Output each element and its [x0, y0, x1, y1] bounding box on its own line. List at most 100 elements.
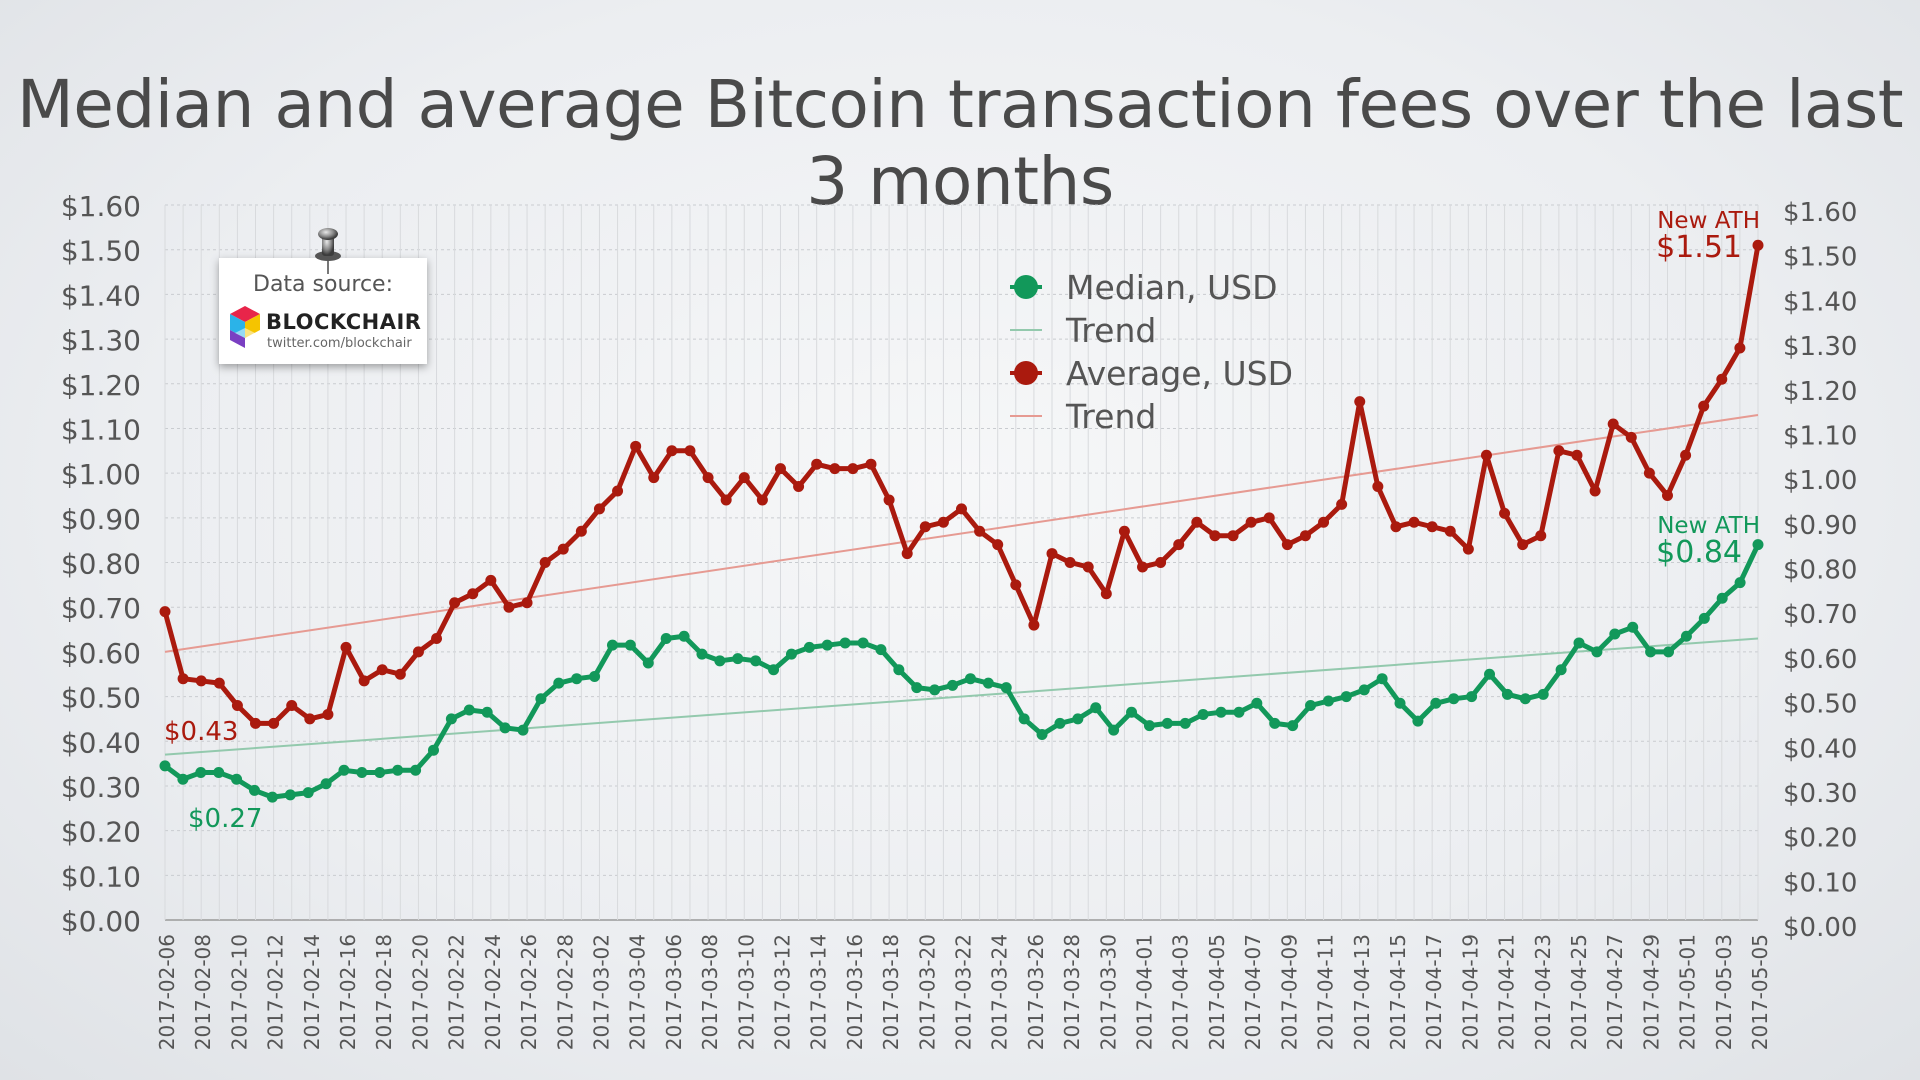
median-data-point[interactable] [893, 664, 905, 676]
median-data-point[interactable] [857, 637, 869, 649]
median-data-point[interactable] [839, 637, 851, 649]
average-data-point[interactable] [1589, 485, 1601, 497]
median-data-point[interactable] [929, 684, 941, 696]
median-data-point[interactable] [1698, 612, 1710, 624]
average-data-point[interactable] [1553, 445, 1565, 457]
median-data-point[interactable] [195, 767, 207, 779]
median-data-point[interactable] [1573, 637, 1585, 649]
median-data-point[interactable] [1018, 713, 1030, 725]
average-data-point[interactable] [1607, 418, 1619, 430]
average-data-point[interactable] [431, 632, 443, 644]
average-data-point[interactable] [1155, 557, 1167, 568]
average-data-point[interactable] [1118, 525, 1130, 537]
median-data-point[interactable] [911, 682, 923, 694]
median-data-point[interactable] [1090, 702, 1102, 714]
median-data-point[interactable] [1036, 729, 1048, 741]
average-data-point[interactable] [648, 472, 660, 484]
median-data-point[interactable] [1251, 697, 1263, 709]
average-data-point[interactable] [521, 597, 533, 609]
median-data-point[interactable] [1305, 700, 1317, 711]
median-data-point[interactable] [1752, 539, 1764, 551]
median-data-point[interactable] [1322, 695, 1334, 707]
average-data-point[interactable] [1752, 239, 1764, 251]
average-data-point[interactable] [1100, 588, 1112, 600]
median-data-point[interactable] [481, 706, 493, 718]
median-data-point[interactable] [1680, 630, 1692, 642]
average-data-point[interactable] [1408, 516, 1420, 528]
median-data-point[interactable] [732, 653, 744, 665]
median-data-point[interactable] [1126, 706, 1138, 718]
median-data-point[interactable] [1448, 693, 1460, 705]
average-data-point[interactable] [1372, 481, 1384, 493]
average-data-point[interactable] [720, 494, 732, 506]
median-data-point[interactable] [1072, 713, 1084, 725]
average-data-point[interactable] [937, 516, 949, 528]
data-source-card[interactable]: Data source: BLOCKCHAIR twitter.com/bloc… [219, 258, 427, 364]
average-data-point[interactable] [1064, 557, 1076, 568]
average-data-point[interactable] [322, 708, 334, 720]
median-data-point[interactable] [1161, 717, 1173, 729]
average-data-point[interactable] [213, 677, 225, 689]
median-data-point[interactable] [320, 778, 332, 790]
median-data-point[interactable] [1394, 697, 1406, 709]
median-data-point[interactable] [1358, 684, 1370, 696]
median-data-point[interactable] [1734, 577, 1746, 589]
average-data-point[interactable] [449, 597, 461, 609]
median-data-point[interactable] [1430, 697, 1442, 709]
median-data-point[interactable] [642, 657, 654, 669]
average-data-point[interactable] [1517, 539, 1529, 551]
average-data-point[interactable] [666, 445, 678, 457]
median-data-point[interactable] [338, 764, 350, 776]
median-data-point[interactable] [821, 639, 833, 651]
median-data-point[interactable] [964, 673, 976, 685]
average-data-point[interactable] [919, 521, 931, 533]
average-data-point[interactable] [159, 606, 171, 618]
average-data-point[interactable] [974, 525, 986, 537]
median-data-point[interactable] [177, 773, 189, 785]
median-data-point[interactable] [410, 764, 422, 776]
average-data-point[interactable] [358, 675, 370, 687]
median-data-point[interactable] [1376, 673, 1388, 685]
average-data-point[interactable] [1734, 342, 1746, 354]
median-data-point[interactable] [1215, 706, 1227, 718]
average-data-point[interactable] [575, 525, 587, 537]
average-data-point[interactable] [1318, 516, 1330, 528]
median-data-point[interactable] [553, 677, 565, 689]
median-data-point[interactable] [1412, 715, 1424, 727]
average-data-point[interactable] [376, 664, 388, 676]
median-data-point[interactable] [231, 773, 243, 785]
average-data-point[interactable] [539, 557, 551, 568]
average-data-point[interactable] [177, 673, 189, 685]
average-data-point[interactable] [1444, 525, 1456, 537]
average-data-point[interactable] [1716, 373, 1728, 385]
average-data-point[interactable] [1046, 548, 1058, 560]
average-data-point[interactable] [774, 463, 786, 475]
median-data-point[interactable] [1143, 720, 1155, 732]
average-data-point[interactable] [829, 463, 841, 475]
median-data-point[interactable] [714, 655, 726, 667]
average-data-point[interactable] [394, 668, 406, 680]
average-data-point[interactable] [286, 700, 298, 711]
average-data-point[interactable] [1209, 530, 1221, 542]
median-data-point[interactable] [660, 632, 672, 644]
median-data-point[interactable] [356, 767, 368, 779]
average-data-point[interactable] [1643, 467, 1655, 479]
average-data-point[interactable] [1426, 521, 1438, 533]
average-data-point[interactable] [231, 700, 243, 711]
average-data-point[interactable] [195, 675, 207, 687]
median-data-point[interactable] [1627, 621, 1639, 633]
average-data-point[interactable] [1227, 530, 1239, 542]
median-data-point[interactable] [947, 679, 959, 691]
median-data-point[interactable] [785, 648, 797, 660]
average-data-point[interactable] [1462, 543, 1474, 555]
average-data-point[interactable] [901, 548, 913, 560]
average-data-point[interactable] [304, 713, 316, 725]
median-data-point[interactable] [1645, 646, 1657, 658]
median-data-point[interactable] [1340, 691, 1352, 703]
average-data-point[interactable] [1480, 449, 1492, 461]
median-data-point[interactable] [1197, 708, 1209, 720]
average-data-point[interactable] [1680, 449, 1692, 461]
median-data-point[interactable] [1233, 706, 1245, 718]
average-data-point[interactable] [811, 458, 823, 470]
median-data-point[interactable] [445, 713, 457, 725]
